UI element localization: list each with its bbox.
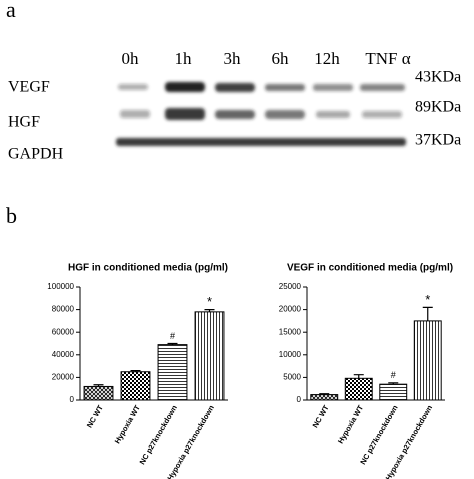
y-tick-label: 100000 <box>47 282 74 291</box>
lane-label: TNF α <box>365 49 410 68</box>
x-tick-label: NC WT <box>85 403 105 429</box>
size-label: 43KDa <box>415 69 461 86</box>
bar <box>413 320 442 401</box>
error-bar <box>319 393 330 395</box>
y-tick-label: 40000 <box>52 350 75 359</box>
x-tick-label: NC p27knockdown <box>358 403 400 466</box>
bar <box>194 311 225 401</box>
lane-label: 3h <box>224 49 242 68</box>
lane-label: 12h <box>314 49 340 68</box>
size-label: 89KDa <box>415 99 461 116</box>
y-tick-label: 25000 <box>279 282 302 291</box>
y-tick-label: 5000 <box>283 373 301 382</box>
significance-marker: # <box>170 331 175 341</box>
x-tick-label: NC p27knockdown <box>138 403 180 466</box>
row-label: HGF <box>8 114 40 131</box>
y-tick-label: 60000 <box>52 327 75 336</box>
bar <box>120 371 151 401</box>
significance-marker: # <box>391 370 396 380</box>
bar <box>157 344 188 401</box>
bar <box>310 394 339 401</box>
error-bar <box>93 384 104 387</box>
x-tick-label: Hypoxia WT <box>113 403 142 445</box>
y-tick-label: 80000 <box>52 305 75 314</box>
chart-title: HGF in conditioned media (pg/ml) <box>68 263 228 274</box>
y-tick-label: 0 <box>297 395 302 404</box>
row-label: GAPDH <box>8 146 64 163</box>
error-bar <box>167 342 178 345</box>
bar <box>344 377 373 401</box>
panel-label: a <box>6 0 16 22</box>
error-bar <box>204 309 215 312</box>
y-tick-label: 20000 <box>52 373 75 382</box>
blot-bands <box>116 82 406 146</box>
row-label: VEGF <box>8 79 50 96</box>
y-tick-label: 20000 <box>279 305 302 314</box>
error-bar <box>130 370 141 372</box>
error-bar <box>388 382 399 385</box>
bar <box>83 385 114 401</box>
significance-marker: * <box>207 294 212 309</box>
panel-label: b <box>6 203 17 228</box>
y-tick-label: 15000 <box>279 327 302 336</box>
x-tick-label: Hypoxia WT <box>336 403 365 445</box>
y-tick-label: 10000 <box>279 350 302 359</box>
error-bar <box>353 374 364 379</box>
x-tick-label: NC WT <box>311 403 331 429</box>
lane-label: 6h <box>272 49 290 68</box>
bar <box>379 383 408 401</box>
lane-label: 0h <box>122 49 140 68</box>
significance-marker: * <box>425 292 430 307</box>
error-bar <box>422 306 433 321</box>
lane-label: 1h <box>175 49 193 68</box>
size-label: 37KDa <box>415 132 461 149</box>
chart-title: VEGF in conditioned media (pg/ml) <box>287 263 453 274</box>
y-tick-label: 0 <box>70 395 75 404</box>
